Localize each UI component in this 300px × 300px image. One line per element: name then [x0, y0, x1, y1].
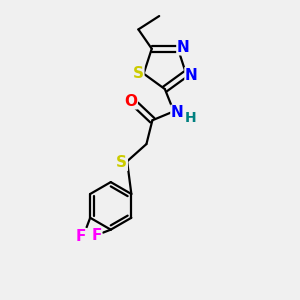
- Text: H: H: [184, 111, 196, 125]
- Text: O: O: [124, 94, 137, 109]
- Text: N: N: [171, 105, 184, 120]
- Text: F: F: [76, 229, 86, 244]
- Text: S: S: [133, 66, 144, 81]
- Text: S: S: [116, 155, 127, 170]
- Text: N: N: [185, 68, 198, 83]
- Text: N: N: [177, 40, 190, 55]
- Text: F: F: [91, 228, 102, 243]
